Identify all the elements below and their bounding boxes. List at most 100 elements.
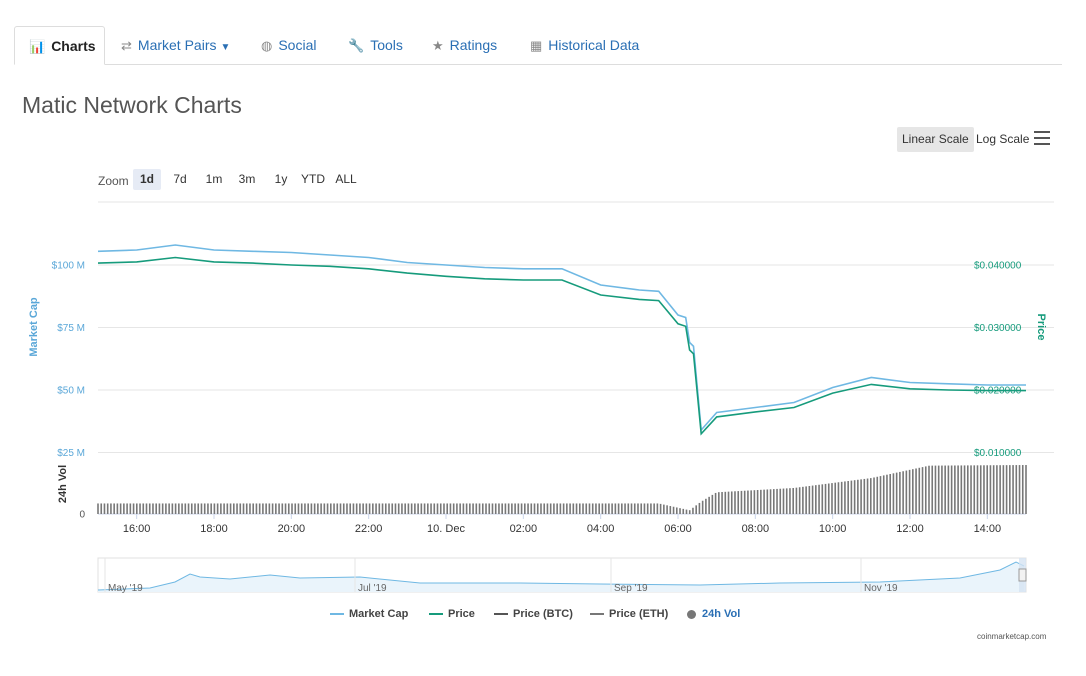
zoom-ytd-button[interactable]: YTD bbox=[301, 172, 325, 186]
volume-bar bbox=[320, 503, 322, 514]
legend-price[interactable]: Price bbox=[429, 608, 475, 620]
zoom-all-button[interactable]: ALL bbox=[335, 172, 357, 186]
volume-bar bbox=[840, 481, 843, 514]
market-cap-line bbox=[97, 244, 1026, 432]
volume-bar bbox=[818, 484, 820, 514]
tab-historical-data[interactable]: ▦ Historical Data bbox=[516, 26, 653, 64]
volume-bar bbox=[640, 503, 643, 514]
tab-label: Ratings bbox=[449, 37, 498, 53]
zoom-1d-button[interactable]: 1d bbox=[133, 169, 161, 190]
x-tick-label: 22:00 bbox=[355, 523, 383, 535]
volume-bar bbox=[187, 503, 190, 514]
legend-price-eth[interactable]: Price (ETH) bbox=[590, 608, 668, 620]
volume-bar bbox=[633, 503, 636, 514]
volume-bar bbox=[417, 503, 419, 514]
arrows-icon: ⇄ bbox=[121, 38, 132, 53]
volume-bar bbox=[294, 503, 297, 514]
credit-link[interactable]: coinmarketcap.com bbox=[977, 632, 1047, 641]
tab-social[interactable]: ◍ Social bbox=[247, 26, 330, 64]
volume-bar bbox=[902, 471, 904, 514]
legend-market-cap[interactable]: Market Cap bbox=[330, 608, 408, 620]
volume-bar bbox=[918, 467, 921, 514]
navigator-tick-label: Nov '19 bbox=[864, 583, 898, 594]
volume-bar bbox=[756, 490, 759, 514]
right-tick-label: $0.010000 bbox=[974, 448, 1022, 459]
volume-bar bbox=[252, 503, 255, 514]
volume-bar bbox=[714, 492, 717, 514]
legend-price-btc[interactable]: Price (BTC) bbox=[494, 608, 573, 620]
volume-bar bbox=[718, 492, 720, 514]
volume-bar bbox=[582, 503, 584, 514]
volume-bar bbox=[462, 503, 465, 514]
volume-bar bbox=[394, 503, 397, 514]
volume-bar bbox=[110, 503, 112, 514]
volume-bar bbox=[601, 503, 604, 514]
log-scale-button[interactable]: Log Scale bbox=[976, 132, 1030, 146]
tab-charts[interactable]: 📊 Charts bbox=[14, 26, 105, 65]
volume-bar bbox=[275, 503, 277, 514]
volume-bar bbox=[239, 503, 242, 514]
volume-bar bbox=[113, 503, 115, 514]
volume-bar bbox=[520, 503, 523, 514]
volume-bar bbox=[446, 503, 449, 514]
tab-tools[interactable]: 🔧 Tools bbox=[334, 26, 417, 64]
volume-bar bbox=[540, 503, 542, 514]
volume-bar bbox=[815, 485, 817, 514]
zoom-1y-button[interactable]: 1y bbox=[274, 172, 288, 186]
volume-bar bbox=[928, 465, 930, 514]
tab-bar: 📊 Charts ⇄ Market Pairs ▼ ◍ Social 🔧 Tools ★ R… bbox=[14, 26, 1062, 65]
volume-bar bbox=[672, 506, 675, 514]
left-axis-title: Market Cap bbox=[28, 297, 40, 357]
volume-bar bbox=[203, 503, 206, 514]
volume-bar bbox=[465, 503, 468, 514]
linear-scale-button[interactable]: Linear Scale bbox=[897, 127, 974, 152]
volume-bar bbox=[507, 503, 510, 514]
volume-bar bbox=[779, 488, 782, 514]
zoom-3m-button[interactable]: 3m bbox=[238, 172, 256, 186]
legend-24h-vol[interactable]: 24h Vol bbox=[687, 608, 740, 620]
volume-bar bbox=[184, 503, 187, 514]
volume-bar bbox=[763, 489, 765, 514]
zoom-7d-button[interactable]: 7d bbox=[173, 172, 187, 186]
volume-bar bbox=[614, 503, 617, 514]
navigator-area bbox=[98, 562, 1024, 592]
tab-market-pairs[interactable]: ⇄ Market Pairs ▼ bbox=[107, 26, 244, 64]
volume-bar bbox=[313, 503, 316, 514]
zoom-1m-button[interactable]: 1m bbox=[205, 172, 223, 186]
volume-bar bbox=[666, 505, 668, 514]
volume-bar bbox=[365, 503, 368, 514]
volume-bar bbox=[420, 503, 423, 514]
left-tick-label: $75 M bbox=[57, 323, 85, 334]
volume-bar bbox=[692, 507, 694, 514]
volume-bar bbox=[604, 503, 607, 514]
volume-bar bbox=[433, 503, 436, 514]
volume-bar bbox=[106, 503, 109, 514]
volume-bar bbox=[986, 465, 988, 514]
right-tick-label: $0.030000 bbox=[974, 323, 1022, 334]
tab-ratings[interactable]: ★ Ratings bbox=[418, 26, 511, 64]
volume-bar bbox=[168, 503, 170, 514]
volume-bar bbox=[734, 491, 736, 514]
volume-bar bbox=[886, 474, 888, 514]
volume-bar bbox=[608, 503, 610, 514]
volume-bar bbox=[213, 503, 216, 514]
legend-label: Price (ETH) bbox=[609, 608, 669, 620]
volume-bar bbox=[223, 503, 225, 514]
volume-bar bbox=[391, 503, 394, 514]
volume-bar bbox=[562, 503, 565, 514]
wrench-icon: 🔧 bbox=[348, 38, 365, 53]
x-tick-label: 20:00 bbox=[278, 523, 306, 535]
volume-bar bbox=[750, 490, 752, 514]
volume-bar bbox=[155, 503, 158, 514]
volume-bar bbox=[569, 503, 571, 514]
volume-bar bbox=[142, 503, 145, 514]
volume-bar bbox=[449, 503, 452, 514]
volume-bar bbox=[776, 488, 778, 514]
x-tick-label: 04:00 bbox=[587, 523, 615, 535]
menu-icon[interactable] bbox=[1034, 131, 1050, 149]
volume-bar bbox=[1002, 465, 1005, 514]
volume-axis-title: 24h Vol bbox=[57, 465, 69, 503]
volume-bar bbox=[242, 503, 245, 514]
volume-bar bbox=[795, 487, 798, 514]
